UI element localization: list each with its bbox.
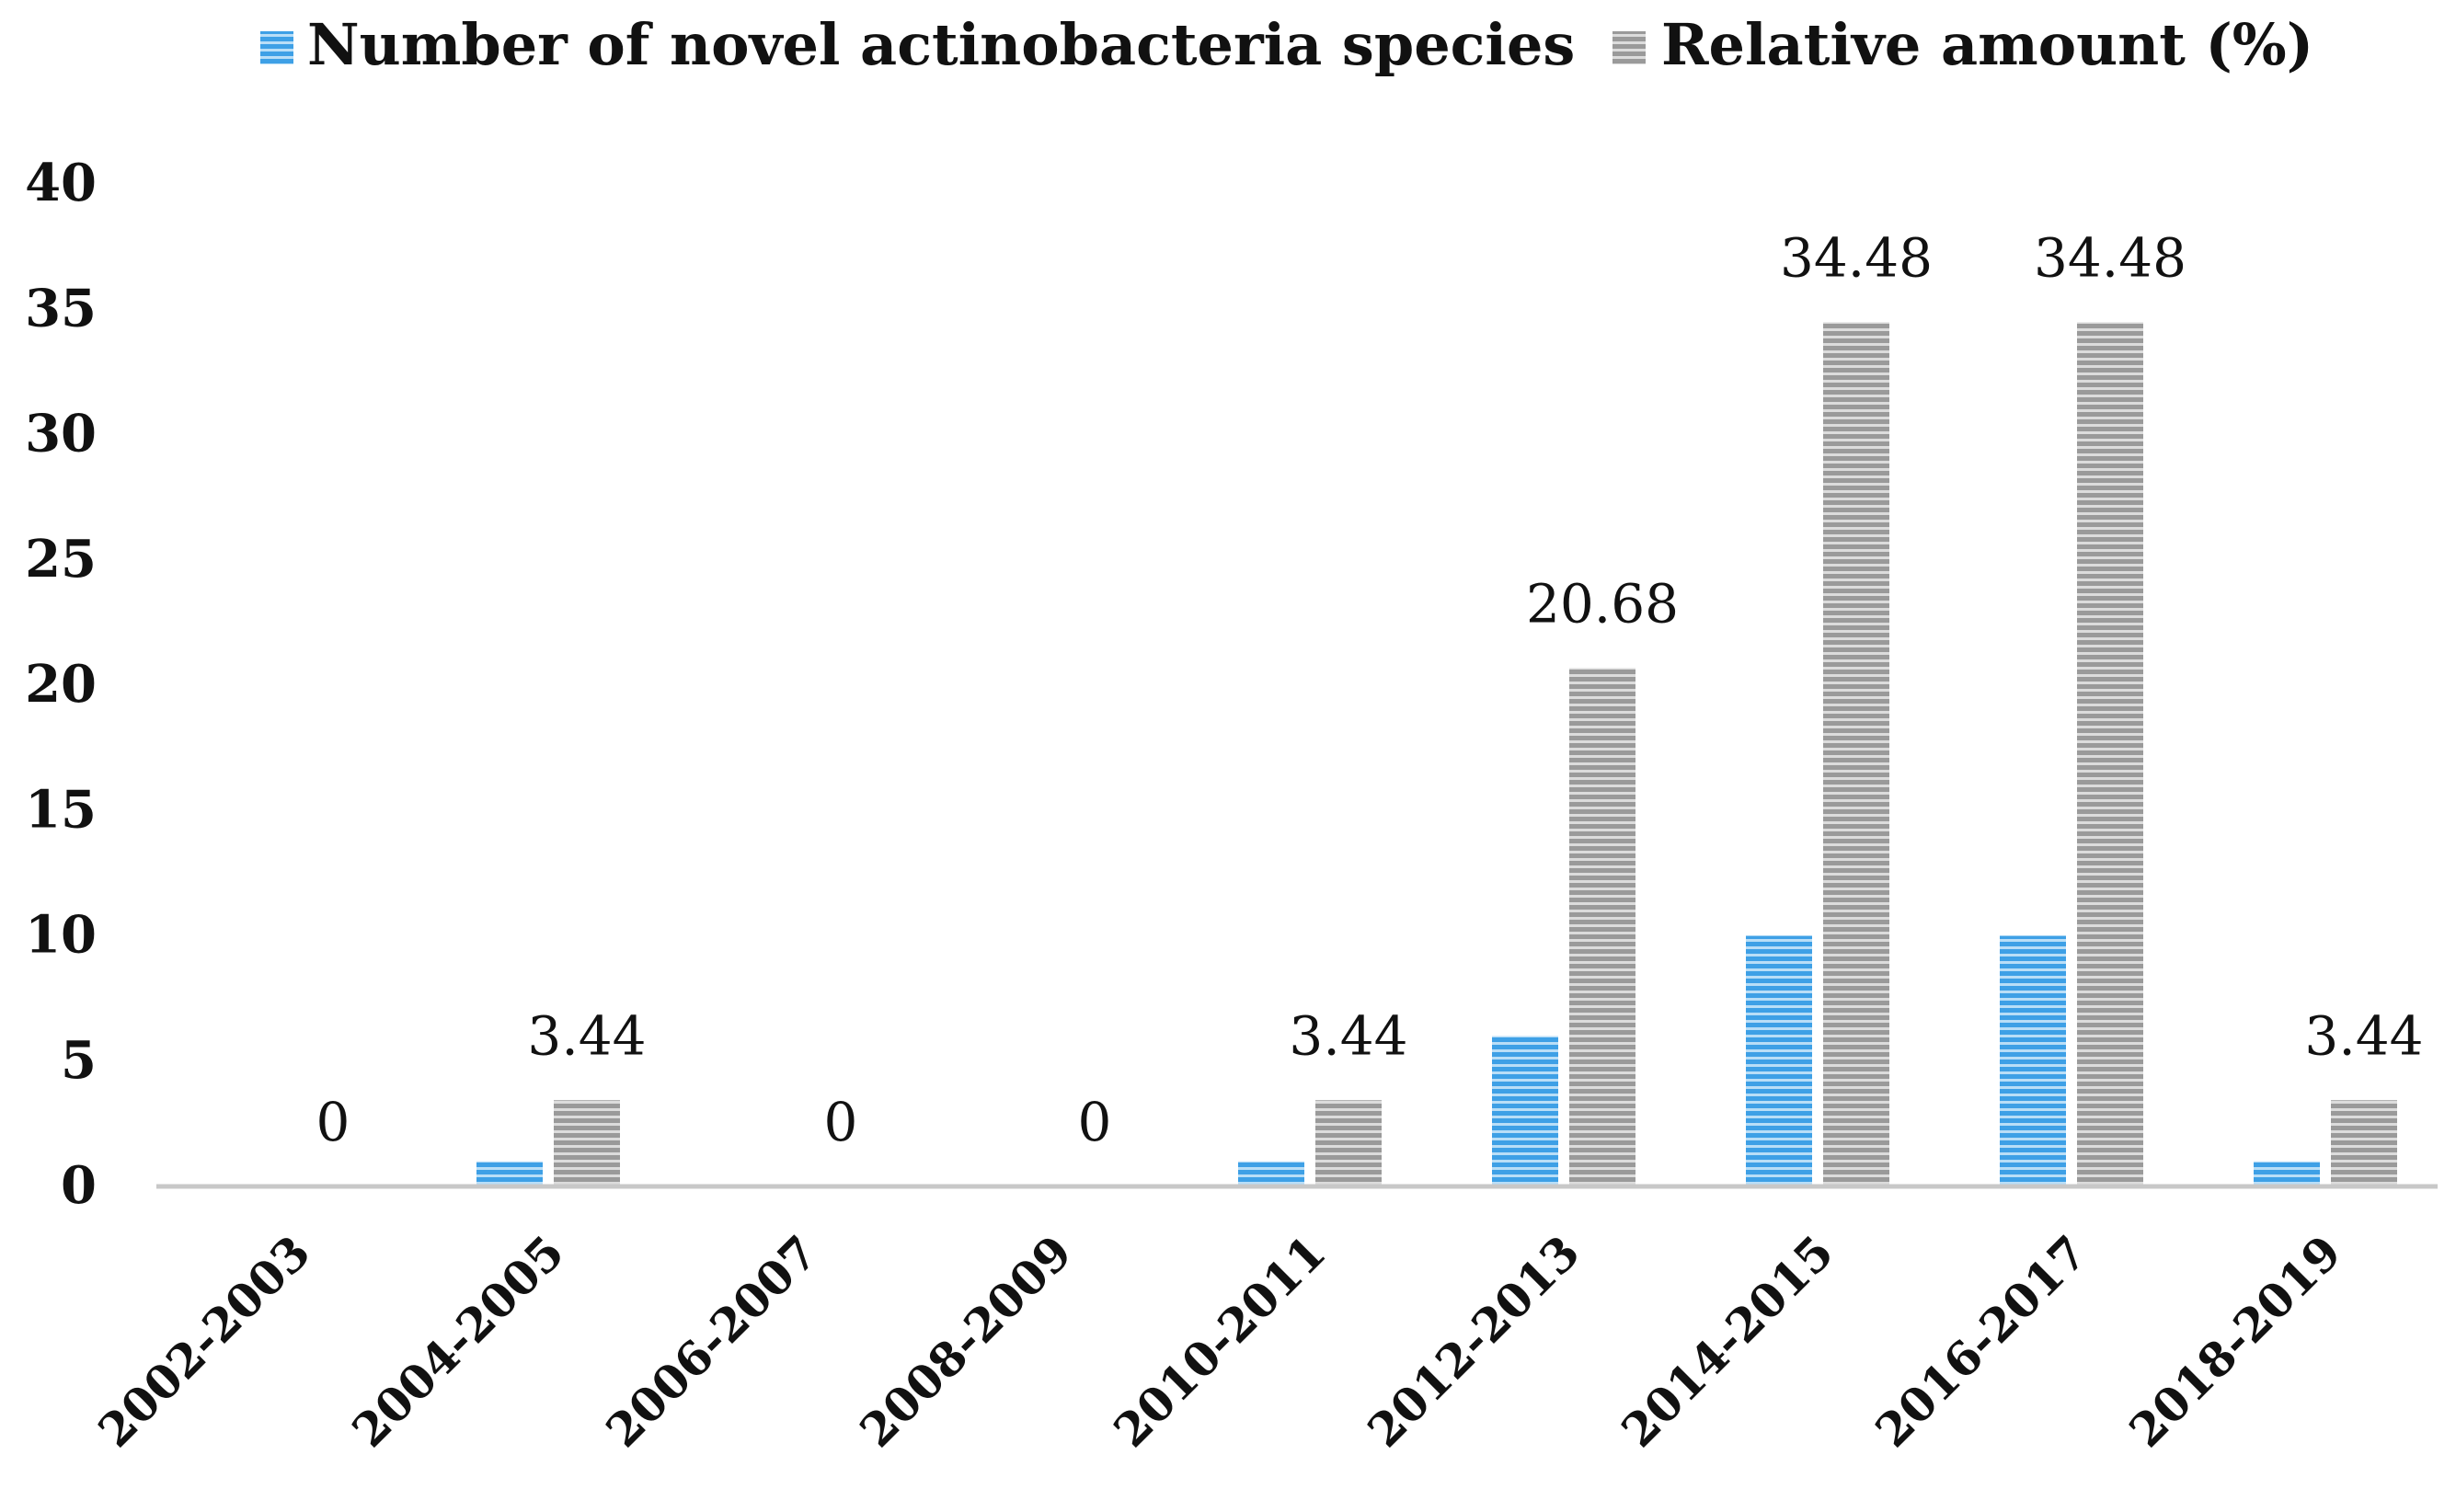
legend-label-relative: Relative amount (%)	[1661, 11, 2313, 78]
y-tick-label: 5	[61, 1030, 97, 1091]
legend-label-species: Number of novel actinobacteria species	[307, 11, 1575, 78]
bar-relative-2010-2011	[1315, 1100, 1382, 1186]
data-label-2014-2015: 34.48	[1780, 226, 1933, 289]
bar-species-2004-2005	[476, 1161, 543, 1186]
bar-species-2014-2015	[1746, 935, 1812, 1186]
y-tick-label: 25	[25, 529, 97, 590]
legend-swatch-species	[260, 31, 293, 64]
y-tick-label: 20	[25, 654, 97, 715]
x-tick-label-2004-2005: 2004-2005	[341, 1225, 574, 1458]
data-label-2010-2011: 3.44	[1289, 1004, 1407, 1067]
x-tick-label-2012-2013: 2012-2013	[1357, 1225, 1590, 1458]
legend: Number of novel actinobacteria species R…	[260, 11, 2313, 78]
bar-species-2012-2013	[1492, 1036, 1558, 1186]
y-tick-label: 0	[61, 1155, 97, 1216]
x-tick-label-2010-2011: 2010-2011	[1103, 1225, 1336, 1458]
x-tick-label-2006-2007: 2006-2007	[595, 1225, 828, 1458]
bar-relative-2014-2015	[1823, 322, 1889, 1186]
data-labels: 0 3.44 0 0 3.44 20.68 34.48 34.48 3.44	[316, 226, 2424, 1153]
x-tick-label-2016-2017: 2016-2017	[1865, 1225, 2097, 1458]
y-axis: 0 5 10 15 20 25 30 35 40	[25, 153, 97, 1216]
x-tick-label-2008-2009: 2008-2009	[849, 1225, 1082, 1458]
data-label-2002-2003: 0	[316, 1091, 350, 1153]
x-axis: 2002-2003 2004-2005 2006-2007 2008-2009 2010…	[87, 1225, 2351, 1458]
bars	[476, 322, 2397, 1186]
data-label-2012-2013: 20.68	[1526, 572, 1679, 635]
bar-relative-2016-2017	[2077, 322, 2143, 1186]
bar-relative-2004-2005	[554, 1100, 620, 1186]
data-label-2004-2005: 3.44	[527, 1004, 646, 1067]
data-label-2006-2007: 0	[824, 1091, 858, 1153]
bar-species-2016-2017	[2000, 935, 2066, 1186]
data-label-2008-2009: 0	[1078, 1091, 1112, 1153]
legend-swatch-relative	[1612, 31, 1646, 64]
data-label-2018-2019: 3.44	[2304, 1004, 2423, 1067]
x-tick-label-2018-2019: 2018-2019	[2118, 1225, 2351, 1458]
y-tick-label: 10	[25, 905, 97, 966]
bar-species-2018-2019	[2254, 1161, 2320, 1186]
y-tick-label: 15	[25, 779, 97, 840]
bar-relative-2018-2019	[2331, 1100, 2397, 1186]
bar-species-2010-2011	[1238, 1161, 1304, 1186]
legend-item-relative: Relative amount (%)	[1612, 11, 2313, 78]
data-label-2016-2017: 34.48	[2034, 226, 2186, 289]
x-tick-label-2014-2015: 2014-2015	[1611, 1225, 1843, 1458]
legend-item-species: Number of novel actinobacteria species	[260, 11, 1575, 78]
y-tick-label: 30	[25, 404, 97, 464]
x-tick-label-2002-2003: 2002-2003	[87, 1225, 320, 1458]
y-tick-label: 40	[25, 153, 97, 213]
bar-relative-2012-2013	[1569, 668, 1635, 1186]
y-tick-label: 35	[25, 278, 97, 338]
